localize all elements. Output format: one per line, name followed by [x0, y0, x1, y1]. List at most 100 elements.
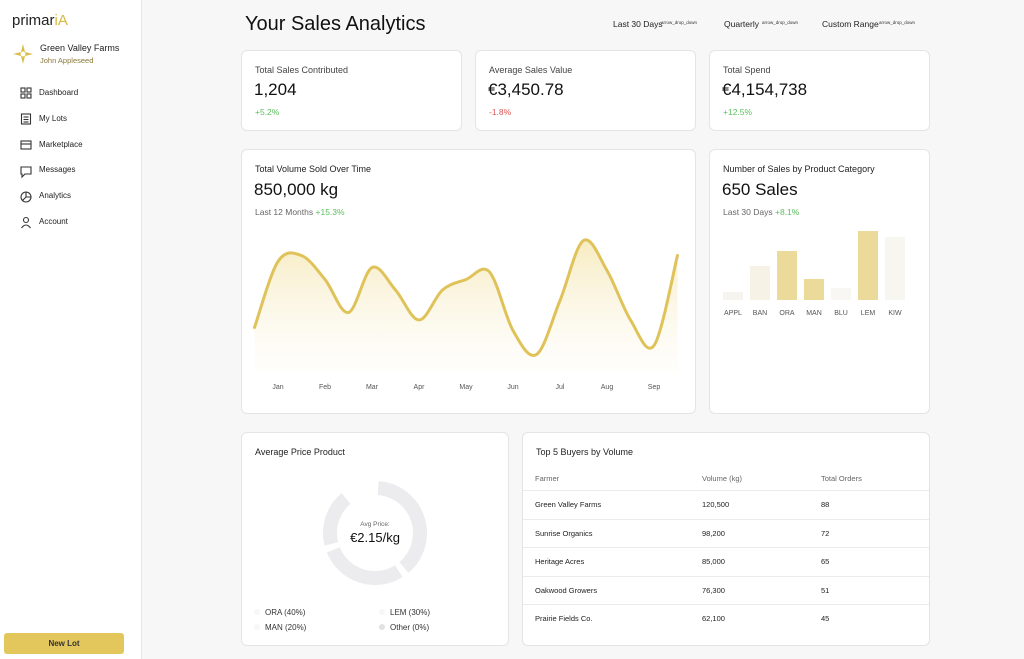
- card-period-row: Last 12 Months +15.3%: [255, 207, 345, 217]
- x-tick-label: APPL: [724, 310, 742, 317]
- card-title: Total Volume Sold Over Time: [255, 164, 372, 174]
- line: [253, 238, 679, 357]
- bar: [858, 231, 878, 300]
- bar: [750, 266, 770, 300]
- filter-icon: arrow_drop_down: [661, 20, 698, 25]
- column-header: Volume (kg): [702, 474, 743, 483]
- bar: [723, 292, 743, 300]
- nav-item[interactable]: Dashboard: [39, 88, 79, 97]
- cell: Heritage Acres: [535, 557, 585, 566]
- donut-segment: [377, 481, 427, 573]
- kpi-change: +5.2%: [255, 107, 280, 117]
- x-tick-label: Mar: [366, 384, 379, 391]
- brand-accent: iA: [54, 12, 68, 29]
- x-tick-label: Sep: [648, 384, 661, 391]
- cell: 76,300: [702, 585, 725, 595]
- donut-segment: [326, 546, 403, 585]
- column-header: Farmer: [535, 474, 560, 483]
- legend-label: MAN (20%): [265, 623, 307, 632]
- x-tick-label: Jan: [272, 384, 283, 391]
- page-title: Your Sales Analytics: [245, 13, 426, 35]
- price-card: [241, 432, 509, 646]
- change: +8.1%: [775, 207, 800, 217]
- filter-label[interactable]: Last 30 Days: [613, 19, 663, 29]
- row-divider: [523, 518, 929, 520]
- bar: [885, 237, 905, 300]
- nav-icons: [20, 87, 32, 229]
- x-tick-label: KIW: [888, 310, 902, 317]
- kpi-value: €4,154,738: [722, 80, 808, 99]
- cell: Sunrise Organics: [535, 528, 593, 538]
- legend-label: LEM (30%): [390, 608, 430, 617]
- change: +15.3%: [315, 207, 345, 217]
- new-lot-button[interactable]: New Lot: [4, 633, 124, 654]
- card-title: Top 5 Buyers by Volume: [536, 447, 634, 457]
- kpi-value: 1,204: [254, 80, 297, 99]
- kpi-value: €3,450.78: [488, 80, 564, 99]
- card-title: Number of Sales by Product Category: [723, 164, 875, 174]
- x-tick-label: MAN: [806, 310, 822, 317]
- nav-item[interactable]: My Lots: [39, 113, 68, 123]
- donut-segment: [323, 493, 351, 546]
- nav-item[interactable]: Analytics: [39, 191, 72, 201]
- center-value: €2.15/kg: [350, 530, 400, 545]
- column-header: Total Orders: [821, 474, 862, 483]
- x-tick-label: Apr: [414, 384, 426, 391]
- x-tick-label: Jun: [507, 384, 518, 391]
- cell: 62,100: [702, 614, 725, 623]
- row-divider: [523, 604, 929, 605]
- cell: Prairie Fields Co.: [535, 614, 593, 623]
- kpi-change: +12.5%: [723, 107, 753, 117]
- cell: 72: [821, 528, 830, 538]
- row-divider: [523, 547, 929, 548]
- kpi-card: [475, 50, 696, 131]
- x-tick-label: May: [459, 384, 473, 391]
- cell: 51: [821, 585, 830, 595]
- x-tick-label: Jul: [556, 384, 565, 391]
- x-tick-label: LEM: [861, 310, 876, 317]
- legend-dot: [379, 624, 385, 630]
- x-tick-label: BLU: [834, 310, 848, 317]
- filter-icon: arrow_drop_down: [879, 20, 916, 25]
- card-period-row: Last 30 Days +8.1%: [723, 207, 799, 217]
- card-headline: 850,000 kg: [254, 180, 339, 199]
- nav-item[interactable]: Marketplace: [39, 139, 83, 149]
- bar: [777, 251, 797, 300]
- kpi-card: [241, 50, 462, 131]
- filter-label[interactable]: Quarterly: [724, 19, 759, 29]
- cell: Green Valley Farms: [535, 500, 602, 509]
- kpi-change: -1.8%: [489, 107, 512, 117]
- cell: 88: [821, 500, 830, 509]
- cell: 65: [821, 557, 830, 566]
- filter-icon: arrow_drop_down: [762, 20, 799, 25]
- legend-label: ORA (40%): [265, 608, 306, 617]
- center-label: Avg Price:: [360, 521, 390, 528]
- cell: 120,500: [702, 500, 730, 509]
- area: [254, 239, 678, 372]
- x-tick-label: Feb: [319, 384, 331, 391]
- nav-item[interactable]: Account: [39, 217, 68, 226]
- legend-dot: [254, 624, 260, 630]
- row-divider: [523, 490, 929, 491]
- legend-label: Other (0%): [390, 623, 429, 632]
- nav-item[interactable]: Messages: [39, 165, 76, 175]
- sidebar: primariA Green Valley Farms John Applese…: [0, 0, 142, 659]
- cell: 98,200: [702, 528, 725, 538]
- kpi-label: Average Sales Value: [489, 65, 573, 75]
- brand-text: primar: [12, 12, 55, 29]
- bar: [831, 288, 851, 300]
- kpi-label: Total Spend: [723, 65, 771, 75]
- kpi-card: [709, 50, 930, 131]
- row-divider: [523, 575, 929, 577]
- x-tick-label: Aug: [601, 384, 614, 391]
- cell: Oakwood Growers: [535, 585, 598, 595]
- buyers-card: [522, 432, 930, 646]
- period: Last 12 Months: [255, 207, 314, 217]
- legend-dot: [379, 609, 385, 615]
- bar: [804, 279, 824, 300]
- cell: 45: [821, 614, 830, 623]
- x-tick-label: ORA: [779, 310, 795, 317]
- filter-label[interactable]: Custom Range: [822, 19, 879, 29]
- user-name: John Appleseed: [40, 56, 94, 65]
